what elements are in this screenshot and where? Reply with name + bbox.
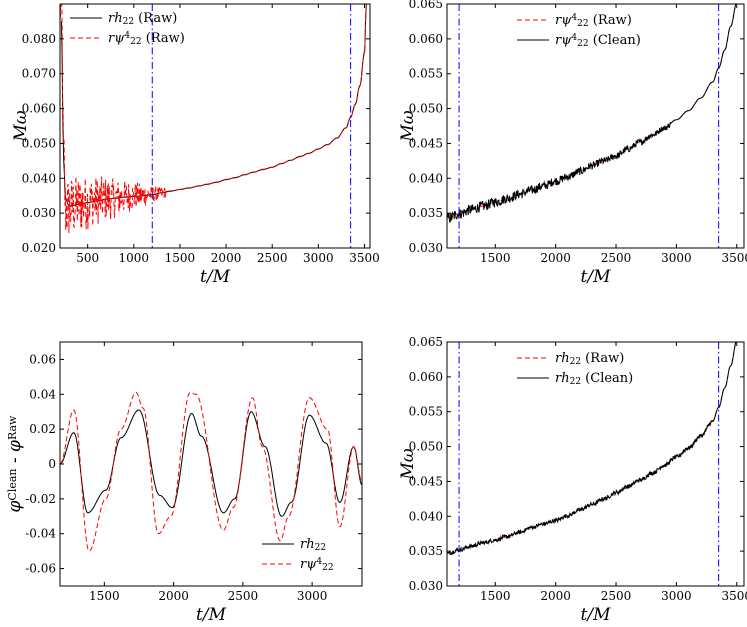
axes-frame [446,3,745,249]
x-tick-label: 1500 [165,251,196,265]
panel-top-left: 500 1000 1500 2000 2500 3000 3500 0.020 0.030 0.0… [11,3,380,287]
series-line-0 [60,409,362,517]
y-tick-label: 0.030 [409,579,443,593]
legend-entry: rh22 [300,537,326,553]
x-tick-label: 2000 [540,251,571,265]
y-tick-label: 0.030 [22,206,56,220]
legend: rψ422 (Raw) rψ422 (Clean) [517,13,641,49]
series-line-1 [447,4,737,223]
legend-entry: rh22 (Clean) [555,371,633,387]
legend-entry: rψ422 [300,557,334,573]
y-tick-label: 0.070 [22,67,56,81]
x-tick-label: 1500 [480,251,511,265]
x-tick-label: 2500 [601,589,632,603]
y-tick-label: 0.035 [409,206,443,220]
y-tick-label: 0.040 [409,509,443,523]
y-tick-label: 0.030 [409,241,443,255]
axes-frame [446,341,745,587]
x-tick-label: 1500 [89,589,120,603]
y-axis-label: Mω [398,448,418,480]
y-tick-label: -0.04 [25,527,56,541]
legend-entry: rψ422 (Raw) [108,31,185,47]
y-tick-label: 0.050 [409,102,443,116]
x-tick-label: 3500 [721,589,747,603]
axes-frame [59,3,371,249]
y-tick-label: 0.065 [409,0,443,11]
plot-area [447,342,737,586]
y-axis-label: Mω [11,110,31,142]
x-tick-label: 3000 [661,251,692,265]
panel-top-right: 1500 2000 2500 3000 3500 0.030 0.035 0.040 0.045… [398,0,747,287]
plot-area [447,4,737,248]
panel-bottom-left: 1500 2000 2500 3000 -0.06 -0.04 -0.02 0 0.02 0.04… [5,341,363,625]
x-tick-label: 2500 [601,251,632,265]
x-tick-label: 1000 [119,251,150,265]
y-tick-label: 0.035 [409,544,443,558]
legend: rh22 (Raw) rψ422 (Raw) [70,11,185,47]
y-tick-label: -0.02 [25,492,56,506]
plot-area [60,4,370,248]
legend: rh22 (Raw) rh22 (Clean) [517,351,633,387]
y-tick-label: 0.045 [409,136,443,150]
y-tick-label: 0.020 [22,241,56,255]
y-tick-label: 0.060 [409,370,443,384]
y-tick-label: 0.060 [22,102,56,116]
series-line-1 [60,391,362,552]
y-tick-label: 0.04 [29,387,56,401]
x-axis-label: t/M [200,267,231,287]
legend: rh22 rψ422 [262,537,334,573]
legend-entry: rψ422 (Raw) [555,13,632,29]
x-tick-label: 2000 [540,589,571,603]
series-line-1 [60,4,370,234]
x-tick-label: 2000 [158,589,189,603]
panel-bottom-right: 1500 2000 2500 3000 3500 0.030 0.035 0.040 0.045… [398,335,747,625]
x-tick-label: 3000 [297,589,328,603]
y-tick-label: 0.050 [409,440,443,454]
y-tick-label: 0.060 [409,32,443,46]
x-tick-label: 2500 [228,589,259,603]
x-tick-label: 3500 [349,251,380,265]
x-axis-label: t/M [581,605,612,625]
x-tick-label: 3000 [661,589,692,603]
x-tick-label: 2000 [211,251,242,265]
y-tick-label: 0.065 [409,335,443,349]
x-tick-label: 1500 [480,589,511,603]
plot-area [60,391,362,552]
y-tick-label: 0 [48,457,56,471]
legend-entry: rψ422 (Clean) [555,33,641,49]
y-tick-label: -0.06 [25,562,56,576]
y-tick-label: 0.02 [29,422,56,436]
y-tick-label: 0.050 [22,136,56,150]
y-tick-label: 0.055 [409,67,443,81]
legend-entry: rh22 (Raw) [108,11,177,27]
y-axis-label: φClean - φRaw [5,415,25,513]
x-tick-label: 3000 [303,251,334,265]
x-tick-label: 500 [76,251,99,265]
y-tick-label: 0.040 [409,171,443,185]
y-tick-label: 0.055 [409,405,443,419]
legend-entry: rh22 (Raw) [555,351,624,367]
x-axis-label: t/M [196,605,227,625]
series-line-1 [447,342,737,556]
y-axis-label: Mω [398,110,418,142]
y-tick-label: 0.080 [22,32,56,46]
y-tick-label: 0.040 [22,171,56,185]
x-axis-label: t/M [581,267,612,287]
x-tick-label: 2500 [257,251,288,265]
y-tick-label: 0.06 [29,352,56,366]
y-tick-label: 0.045 [409,474,443,488]
x-tick-label: 3500 [721,251,747,265]
